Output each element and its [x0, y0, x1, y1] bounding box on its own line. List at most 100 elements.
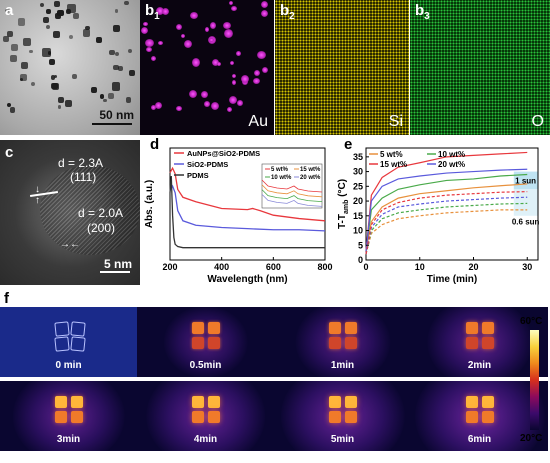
- plane-200: (200): [87, 221, 116, 235]
- sample-square: [69, 321, 86, 337]
- nanoparticle: [54, 13, 61, 20]
- thermal-time-label: 3min: [56, 434, 81, 445]
- thermal-frame: 0.5min: [137, 307, 274, 377]
- nanoparticle: [11, 44, 18, 52]
- au-cluster: [223, 21, 231, 30]
- au-cluster: [231, 73, 237, 79]
- series-line-dashed: [365, 196, 528, 255]
- nanoparticle: [9, 54, 17, 62]
- au-cluster: [143, 21, 148, 27]
- nanoparticle: [99, 94, 105, 100]
- nanoparticle: [6, 30, 13, 37]
- heat-halo: [414, 381, 545, 451]
- x-tick-label-d: 200: [162, 262, 177, 272]
- panel-b3-o-map: b3 O: [410, 0, 550, 135]
- thermal-time-label: 1min: [330, 360, 355, 371]
- x-tick-label-d: 400: [214, 262, 229, 272]
- y-tick-label-e: 10: [353, 226, 363, 236]
- nanoparticle: [91, 86, 98, 93]
- au-cluster: [146, 47, 152, 53]
- sample-square: [207, 411, 220, 423]
- panel-a-tem-image: a 50 nm: [0, 0, 140, 135]
- au-cluster: [236, 50, 241, 56]
- sample-square: [191, 396, 204, 408]
- y-tick-label-e: 30: [353, 167, 363, 177]
- nanoparticle: [107, 92, 115, 99]
- sample-square: [344, 337, 357, 349]
- au-cluster: [204, 27, 210, 32]
- nanoparticle: [68, 34, 73, 39]
- au-cluster: [145, 38, 154, 47]
- panel-label-a: a: [5, 2, 14, 19]
- nanoparticle: [42, 16, 50, 24]
- au-cluster: [211, 58, 219, 66]
- panel-b1-au-map: b1 Au: [140, 0, 274, 135]
- heat-halo: [145, 381, 266, 451]
- inset-legend-label: 20 wt%: [300, 175, 321, 181]
- au-cluster: [262, 66, 269, 73]
- heat-halo: [426, 307, 533, 377]
- thermal-frame: 6min: [411, 381, 548, 451]
- au-cluster: [201, 91, 208, 98]
- nanoparticle: [64, 99, 72, 107]
- nanoparticle: [47, 51, 52, 55]
- nanoparticle: [17, 18, 26, 26]
- element-label-au: Au: [248, 113, 268, 130]
- au-cluster: [260, 0, 269, 9]
- au-cluster: [231, 80, 237, 85]
- legend-label-d: SiO2-PDMS: [187, 160, 228, 169]
- scale-bar-c: [100, 271, 130, 273]
- arrow-glyph-111: ↓: [35, 184, 40, 195]
- sample-square: [481, 337, 494, 349]
- sample-square: [328, 396, 341, 408]
- au-cluster: [210, 22, 217, 29]
- nanoparticle: [29, 49, 33, 54]
- scale-bar-label-a: 50 nm: [99, 108, 134, 122]
- sample-square: [207, 322, 220, 334]
- panel-label-f: f: [4, 290, 9, 307]
- x-axis-label-e: Time (min): [427, 274, 477, 285]
- y-tick-label-e: 15: [353, 211, 363, 221]
- series-line-2: [169, 184, 326, 232]
- thermal-time-label: 0.5min: [189, 360, 222, 371]
- au-cluster: [188, 89, 198, 99]
- nanoparticle: [53, 74, 57, 79]
- plot-frame-d: [169, 147, 326, 261]
- au-cluster: [227, 106, 232, 112]
- nanoparticle: [9, 107, 16, 113]
- sample-square: [465, 411, 478, 423]
- au-cluster: [141, 27, 149, 35]
- nanoparticle: [113, 64, 120, 71]
- au-cluster: [216, 61, 222, 67]
- inset-legend-label: 5 wt%: [271, 167, 289, 173]
- heat-halo: [295, 307, 390, 377]
- thermal-time-label: 6min: [467, 434, 492, 445]
- x-tick-label-d: 600: [266, 262, 281, 272]
- series-line-solid: [365, 183, 528, 252]
- chart-d-absorbance: 200 400 600 800 Wavelength (nm) Abs. (a.u.) Au…: [144, 147, 333, 285]
- nanoparticle: [103, 98, 107, 103]
- panel-label-b2: b2: [280, 2, 295, 22]
- annotation-1sun: 1 sun: [515, 176, 536, 185]
- thermal-frame: 2min: [411, 307, 548, 377]
- arrow-glyph-200: →←: [60, 239, 80, 250]
- thermal-frame: 3min: [0, 381, 137, 451]
- au-cluster: [260, 10, 268, 18]
- nanoparticle: [71, 73, 78, 80]
- heat-halo: [280, 381, 405, 451]
- thermal-time-label: 5min: [330, 434, 355, 445]
- nanoparticle: [96, 37, 102, 43]
- sample-square: [207, 396, 220, 408]
- au-cluster: [158, 40, 163, 45]
- series-line-dashed: [365, 202, 528, 255]
- sample-square: [53, 321, 70, 337]
- y-axis-label-d: Abs. (a.u.): [144, 180, 155, 228]
- thermal-time-label: 0 min: [55, 360, 82, 371]
- au-cluster: [154, 101, 162, 109]
- x-tick-label-e: 30: [522, 262, 532, 272]
- scale-bar-a: [92, 123, 132, 125]
- sample-square: [465, 322, 478, 334]
- au-cluster: [190, 11, 198, 19]
- sample-square: [344, 396, 357, 408]
- nanoparticle: [124, 0, 129, 6]
